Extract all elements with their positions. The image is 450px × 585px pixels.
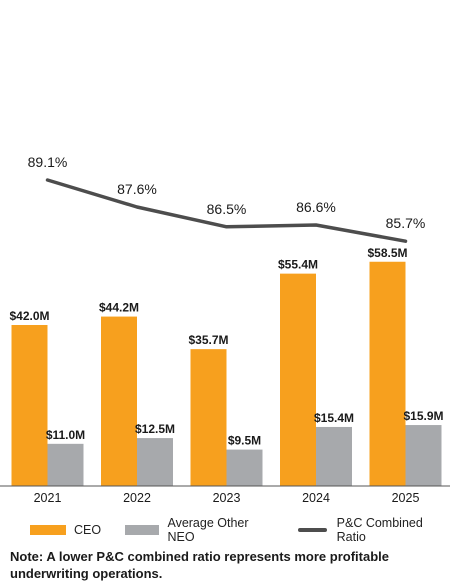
- bar-other-neo-2025: [405, 425, 442, 486]
- ratio-label-2022: 87.6%: [117, 181, 157, 197]
- bar-ceo-2024: [280, 273, 316, 486]
- bar-ceo-2022: [101, 316, 137, 486]
- ratio-label-2025: 85.7%: [386, 215, 426, 231]
- legend-swatch-other-neo: [125, 525, 160, 535]
- legend-swatch-combined-ratio: [298, 528, 327, 532]
- combined-ratio-line-group: 89.1% 87.6% 86.5% 86.6% 85.7%: [28, 154, 426, 243]
- data-label-ceo-2025: $58.5M: [367, 246, 407, 260]
- legend-label-other-neo: Average Other NEO: [167, 516, 249, 544]
- combined-ratio-line: [45, 178, 408, 243]
- ratio-label-2024: 86.6%: [296, 199, 336, 215]
- legend-item-other-neo: Average Other NEO: [125, 516, 274, 544]
- x-tick-2023: 2023: [213, 491, 241, 505]
- legend-item-combined-ratio: P&C Combined Ratio: [298, 516, 450, 544]
- x-tick-2024: 2024: [302, 491, 330, 505]
- data-label-ceo-2021: $42.0M: [9, 309, 49, 323]
- x-tick-2025: 2025: [392, 491, 420, 505]
- data-label-other-neo-2024: $15.4M: [314, 411, 354, 425]
- data-label-ceo-2024: $55.4M: [278, 258, 318, 272]
- legend-item-ceo: CEO: [30, 523, 101, 537]
- data-label-other-neo-2021: $11.0M: [46, 428, 85, 442]
- compensation-chart: $42.0M $11.0M $44.2M $12.5M $35.7M $9.5M $55.4…: [0, 154, 450, 505]
- legend: CEO Average Other NEO P&C Combined Ratio: [30, 516, 450, 544]
- bar-other-neo-2024: [316, 426, 352, 486]
- legend-label-combined-ratio: P&C Combined Ratio: [336, 516, 423, 544]
- data-label-other-neo-2023: $9.5M: [228, 434, 261, 448]
- x-tick-labels: 2021 2022 2023 2024 2025: [34, 491, 420, 505]
- bar-other-neo-2023: [226, 449, 263, 486]
- data-label-other-neo-2022: $12.5M: [135, 422, 175, 436]
- bar-ceo-2023: [190, 349, 227, 486]
- bar-ceo-2025: [369, 261, 406, 486]
- x-tick-2021: 2021: [34, 491, 62, 505]
- data-label-ceo-2023: $35.7M: [188, 333, 228, 347]
- bar-ceo-2021: [11, 325, 48, 486]
- footnote: Note: A lower P&C combined ratio represe…: [10, 549, 389, 581]
- x-tick-2022: 2022: [123, 491, 151, 505]
- data-label-ceo-2022: $44.2M: [99, 301, 139, 315]
- bars-group: $42.0M $11.0M $44.2M $12.5M $35.7M $9.5M $55.4…: [9, 246, 444, 486]
- bar-other-neo-2021: [47, 443, 84, 486]
- bar-other-neo-2022: [137, 438, 173, 486]
- ratio-label-2023: 86.5%: [207, 201, 247, 217]
- ratio-label-2021: 89.1%: [28, 154, 68, 170]
- legend-swatch-ceo: [30, 525, 66, 535]
- data-label-other-neo-2025: $15.9M: [403, 409, 443, 423]
- legend-label-ceo: CEO: [74, 523, 102, 537]
